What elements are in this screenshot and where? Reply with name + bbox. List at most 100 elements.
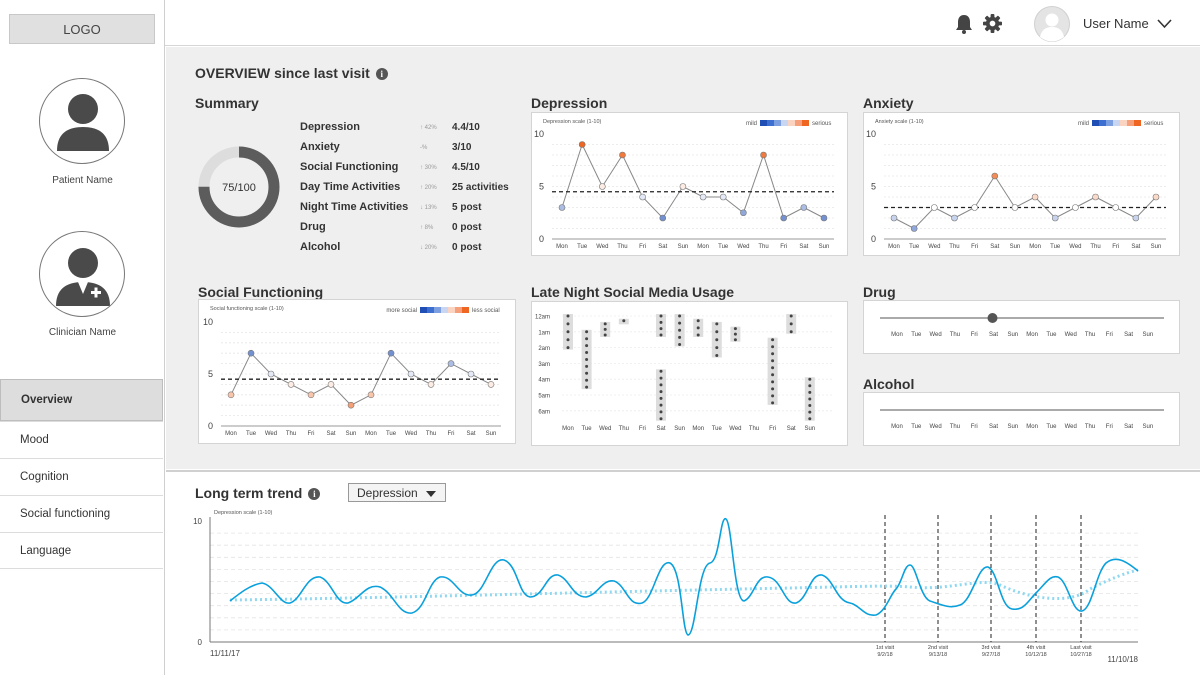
data-point — [1112, 204, 1119, 211]
data-point — [327, 381, 335, 388]
x-tick-label: Thu — [617, 244, 627, 250]
x-tick-label: Thu — [286, 431, 296, 437]
usage-point — [789, 322, 793, 326]
social-functioning-title: Social Functioning — [198, 284, 324, 300]
y-tick-label: 0 — [539, 234, 544, 244]
user-name[interactable]: User Name — [1083, 16, 1149, 31]
visit-date: 9/2/18 — [877, 652, 892, 658]
x-tick-label: Fri — [780, 244, 787, 250]
x-tick-label: Thu — [749, 426, 759, 432]
usage-point — [678, 328, 682, 332]
usage-point — [659, 327, 663, 331]
x-tick-label: Wed — [929, 424, 941, 430]
summary-delta: -% — [420, 145, 428, 151]
bell-icon[interactable] — [955, 14, 973, 34]
x-tick-label: Thu — [950, 424, 960, 430]
visit-date: 9/27/18 — [982, 652, 1000, 658]
x-tick-label: Tue — [909, 244, 920, 250]
x-tick-label: Wed — [1065, 424, 1077, 430]
usage-point — [733, 332, 737, 336]
patient-avatar — [39, 78, 125, 164]
series-line — [561, 143, 825, 219]
x-tick-label: Sun — [346, 431, 357, 437]
usage-point — [585, 364, 589, 368]
usage-point — [566, 346, 570, 350]
legend-swatch — [788, 120, 795, 126]
summary-label: Depression — [300, 121, 360, 133]
drug-chart-card: Mon Tue Wed Thu Fri Sat Sun Mon Tue Wed Thu Fri Sat S… — [863, 300, 1180, 354]
nav-language[interactable]: Language — [0, 532, 163, 569]
social-functioning-chart-card: Social functioning scale (1-10) more soci… — [198, 299, 516, 444]
y-tick-label: 6am — [538, 409, 550, 415]
scale-label: Depression scale (1-10) — [543, 119, 602, 125]
chevron-down-icon[interactable] — [1157, 19, 1172, 29]
x-tick-label: Sun — [1007, 424, 1018, 430]
x-tick-label: Wed — [265, 431, 277, 437]
y-tick-label: 2am — [538, 346, 550, 352]
x-tick-label: Tue — [712, 426, 723, 432]
x-tick-label: Fri — [971, 244, 978, 250]
data-point — [599, 183, 606, 190]
y-tick-label: 10 — [866, 129, 876, 139]
summary-label: Anxiety — [300, 141, 340, 153]
data-point — [1072, 204, 1079, 211]
data-point — [659, 214, 667, 222]
user-avatar-icon[interactable] — [1034, 6, 1070, 42]
x-tick-label: Sat — [990, 244, 999, 250]
nav-mood[interactable]: Mood — [0, 421, 163, 458]
info-icon[interactable]: i — [308, 488, 321, 501]
y-tick-label: 3am — [538, 362, 550, 368]
data-point — [740, 209, 747, 217]
data-point — [447, 360, 455, 367]
x-tick-label: Mon — [556, 244, 568, 250]
usage-point — [659, 410, 663, 414]
long-term-trend-panel — [166, 470, 1200, 675]
usage-point — [659, 376, 663, 380]
usage-point — [585, 330, 589, 334]
x-tick-label: Sun — [674, 426, 685, 432]
usage-point — [659, 320, 663, 324]
nav-social-functioning[interactable]: Social functioning — [0, 495, 163, 532]
usage-point — [789, 314, 793, 318]
legend-swatch — [420, 307, 427, 313]
usage-point — [733, 327, 737, 331]
x-tick-label: Sat — [989, 332, 998, 338]
usage-point — [566, 322, 570, 326]
summary-score: 75/100 — [222, 182, 256, 194]
nav-overview[interactable]: Overview — [0, 379, 163, 421]
trend-metric-dropdown[interactable]: Depression — [348, 483, 446, 502]
data-point — [1051, 214, 1059, 222]
usage-point — [659, 390, 663, 394]
usage-point — [715, 330, 719, 334]
x-tick-label: Sat — [799, 244, 808, 250]
x-tick-label: Thu — [1090, 244, 1100, 250]
trend-average-line — [229, 568, 1139, 602]
y-tick-label: 0 — [871, 234, 876, 244]
x-tick-label: Wed — [729, 426, 741, 432]
data-point — [227, 391, 235, 399]
x-tick-label: Sun — [1007, 332, 1018, 338]
usage-point — [585, 344, 589, 348]
nav-cognition[interactable]: Cognition — [0, 458, 163, 495]
anxiety-title: Anxiety — [863, 95, 914, 111]
gear-icon[interactable] — [983, 14, 1002, 33]
x-tick-label: Mon — [1026, 424, 1038, 430]
usage-point — [808, 410, 812, 414]
summary-value: 25 activities — [452, 182, 509, 193]
x-tick-label: Wed — [405, 431, 417, 437]
legend-swatch — [1092, 120, 1099, 126]
logo: LOGO — [9, 14, 155, 44]
info-icon[interactable]: i — [375, 68, 388, 81]
usage-point — [696, 319, 700, 323]
data-point — [719, 193, 727, 201]
usage-point — [659, 369, 663, 373]
summary-value: 0 post — [452, 242, 482, 253]
y-tick-label: 5 — [208, 369, 213, 379]
scale-label: Depression scale (1-10) — [214, 510, 273, 516]
usage-point — [771, 394, 775, 398]
legend-swatch — [1099, 120, 1106, 126]
depression-title: Depression — [531, 95, 608, 111]
usage-point — [659, 417, 663, 421]
summary-title: Summary — [195, 95, 259, 111]
x-tick-label: Mon — [891, 424, 903, 430]
